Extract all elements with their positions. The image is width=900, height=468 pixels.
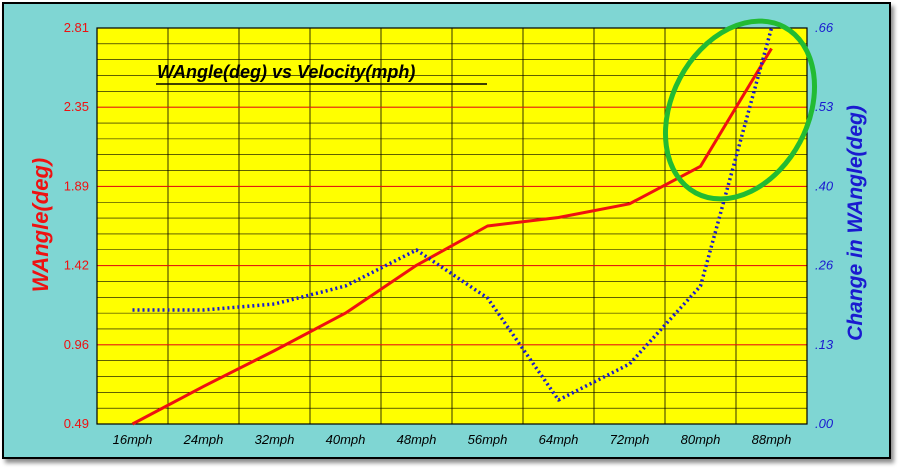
right-axis-label: Change in WAngle(deg) <box>844 105 867 341</box>
plot-border <box>96 27 808 425</box>
left-axis-tick-label: 1.89 <box>64 178 89 193</box>
x-axis-tick-label: 40mph <box>326 432 366 447</box>
left-axis-tick-label: 0.96 <box>64 337 89 352</box>
x-axis-tick-label: 56mph <box>468 432 508 447</box>
x-axis-tick-label: 88mph <box>752 432 792 447</box>
x-axis-tick-label: 32mph <box>255 432 295 447</box>
right-axis-tick-label: .00 <box>815 416 834 431</box>
right-axis-tick-label: .26 <box>815 258 834 273</box>
vertical-gridlines <box>167 28 737 424</box>
left-axis-tick-labels: 0.49 0.96 1.42 1.89 2.35 2.81 <box>64 20 89 431</box>
series-layer <box>131 27 774 426</box>
right-axis-tick-labels: .00 .13 .26 .40 .53 .66 <box>815 20 834 431</box>
x-axis-tick-label: 24mph <box>183 432 224 447</box>
x-axis-tick-label: 64mph <box>539 432 579 447</box>
right-axis-tick-label: .53 <box>815 99 834 114</box>
left-axis-tick-label: 2.35 <box>64 99 89 114</box>
plot-area <box>96 27 808 425</box>
left-axis-tick-label: 2.81 <box>64 20 89 35</box>
right-axis-tick-label: .40 <box>815 178 834 193</box>
right-axis-tick-label: .13 <box>815 337 834 352</box>
x-axis-tick-label: 80mph <box>681 432 721 447</box>
left-axis-label: WAngle(deg) <box>28 158 53 292</box>
x-axis-tick-label: 16mph <box>113 432 153 447</box>
change-in-wangle-series-line <box>132 27 774 402</box>
right-axis-tick-label: .66 <box>815 20 834 35</box>
x-axis-tick-label: 72mph <box>610 432 650 447</box>
x-axis-tick-labels: 16mph 24mph 32mph 40mph 48mph 56mph 64mph 72mph… <box>113 432 792 447</box>
left-axis-tick-label: 0.49 <box>64 416 89 431</box>
wangle-series-line <box>131 47 773 426</box>
highlight-ellipse <box>662 18 818 202</box>
chart-title: WAngle(deg) vs Velocity(mph) <box>157 62 415 82</box>
x-axis-tick-label: 48mph <box>397 432 437 447</box>
left-axis-tick-label: 1.42 <box>64 258 89 273</box>
